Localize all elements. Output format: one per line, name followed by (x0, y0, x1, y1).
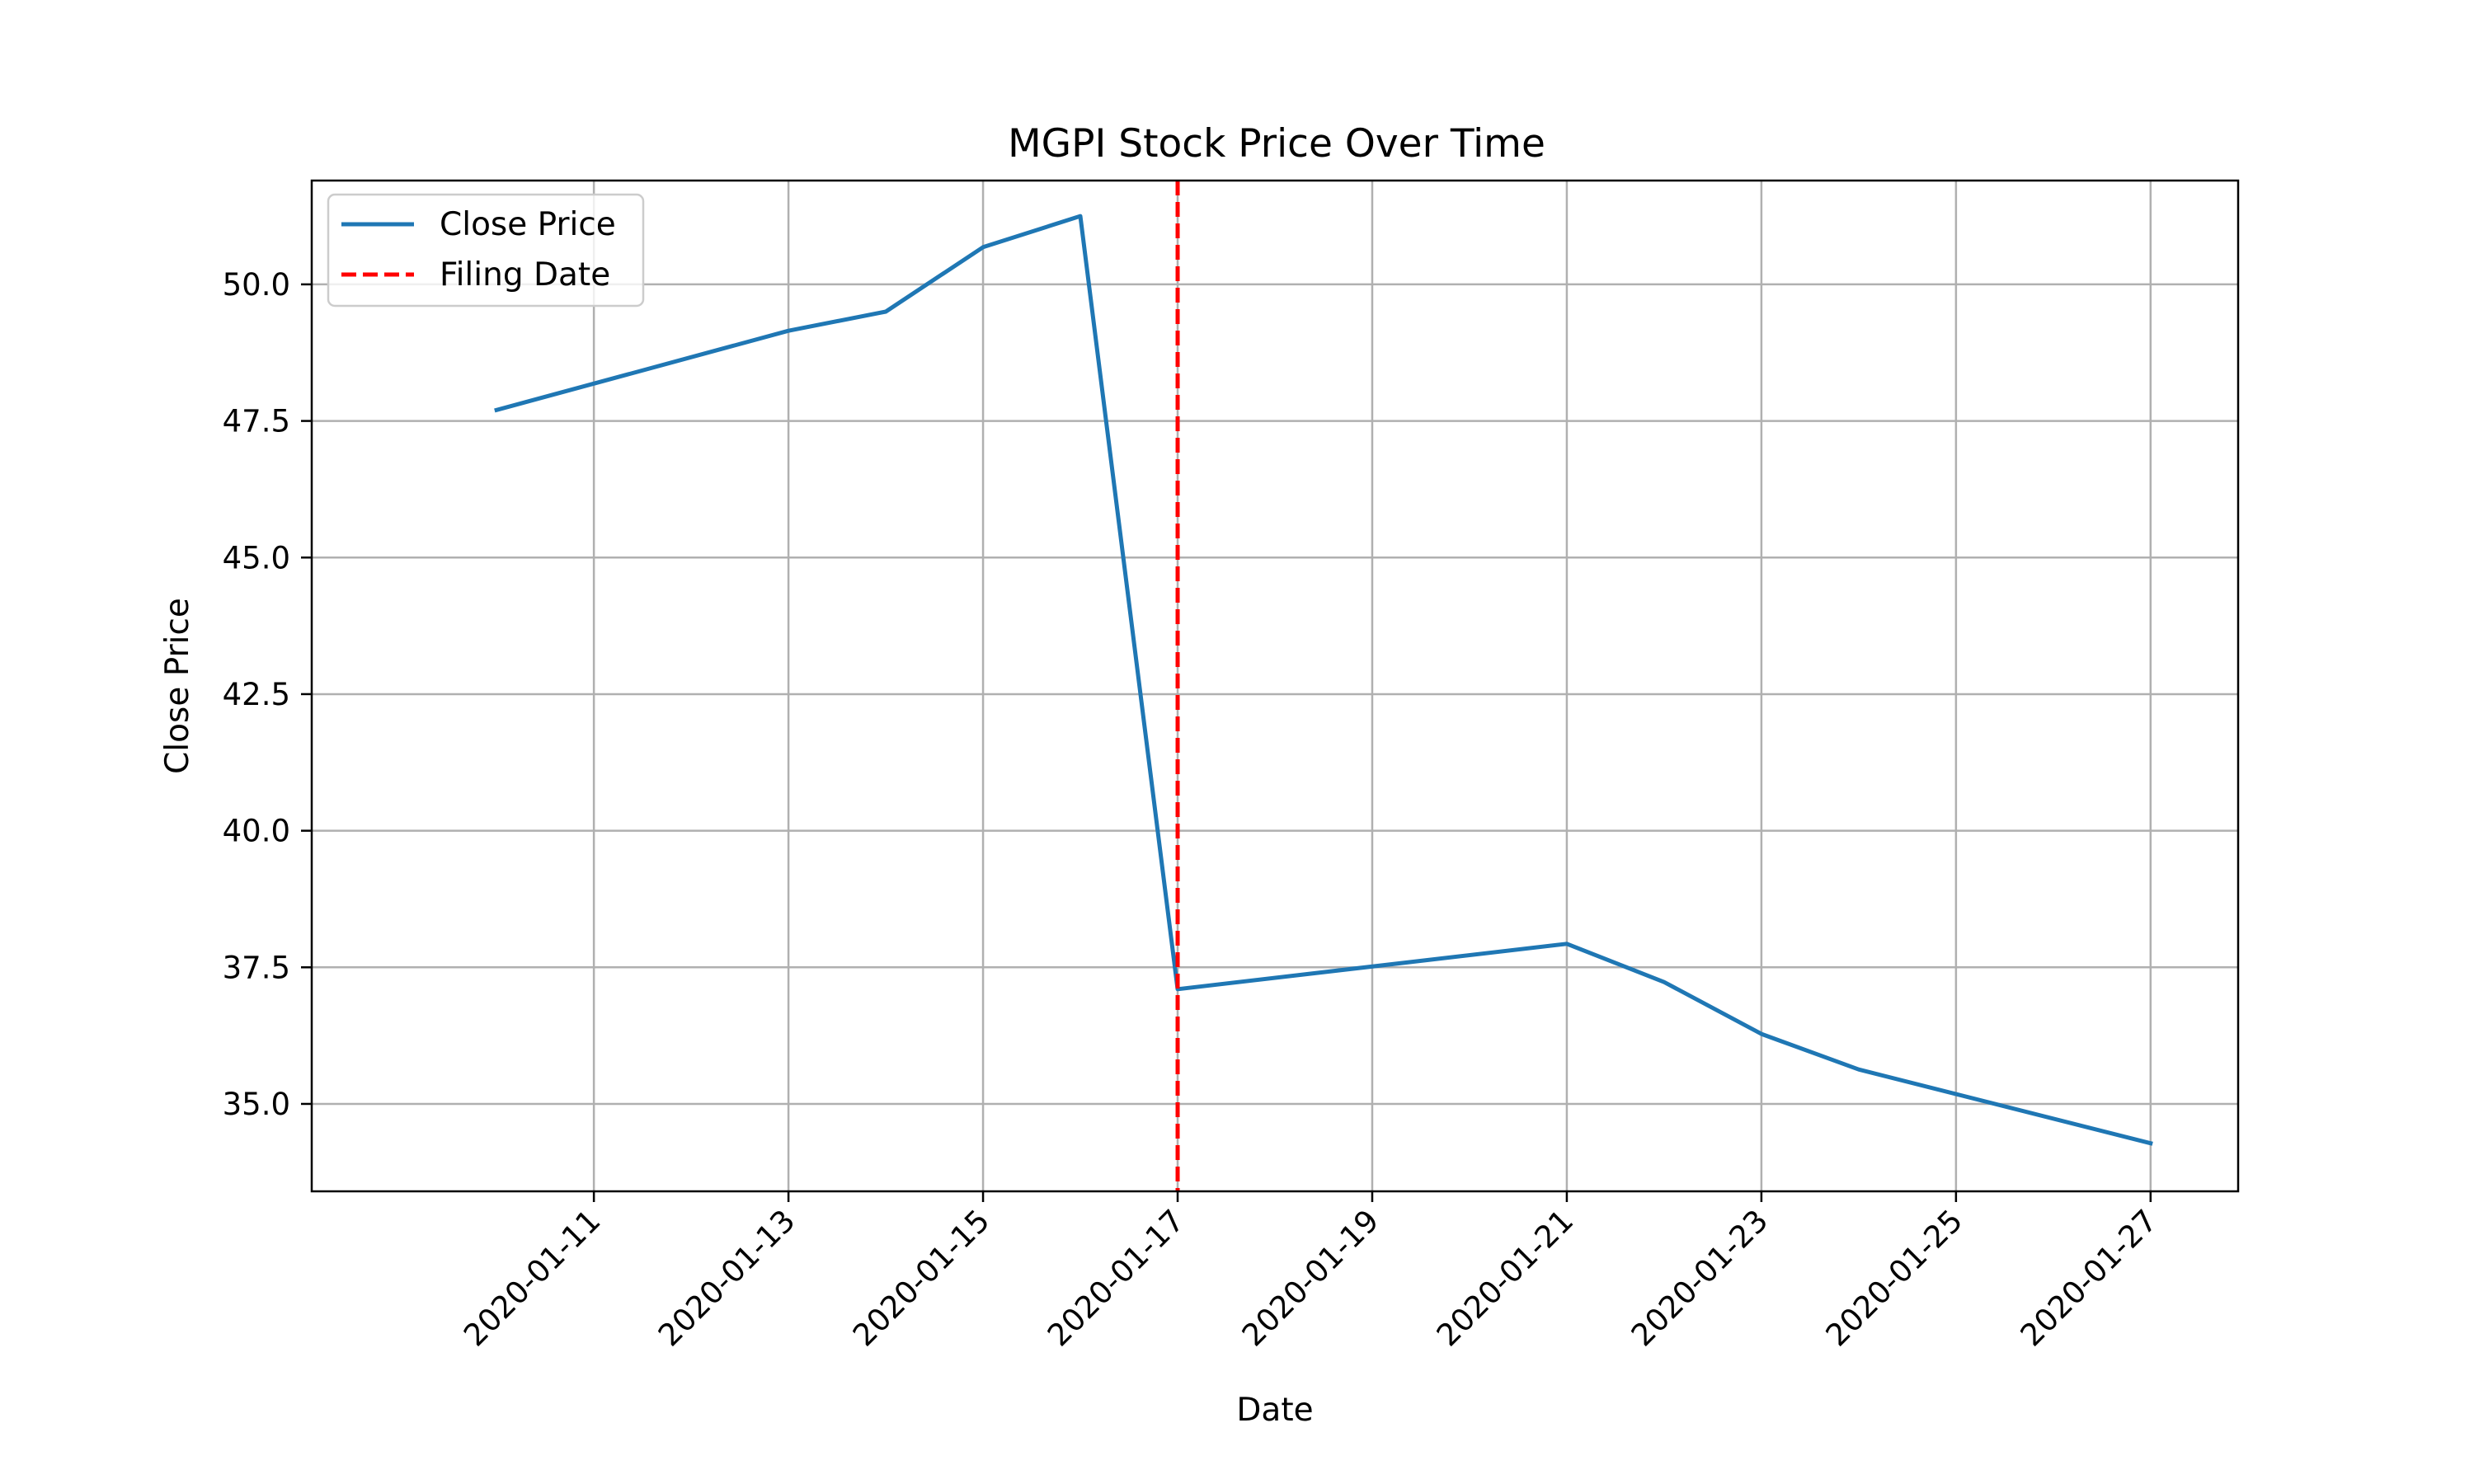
y-tick-label: 45.0 (223, 540, 290, 575)
series-line-close-price (494, 214, 2153, 1146)
grid (312, 181, 2238, 1191)
y-tick-label: 47.5 (223, 404, 290, 439)
y-axis: 35.0 37.5 40.0 42.5 45.0 47.5 50.0 (223, 267, 312, 1122)
x-axis-label: Date (1236, 1392, 1313, 1429)
legend-label-filing-date: Filing Date (440, 256, 610, 294)
y-tick-label: 37.5 (223, 950, 290, 985)
y-tick-label: 42.5 (223, 677, 290, 712)
y-tick-label: 40.0 (223, 814, 290, 849)
y-tick-label: 50.0 (223, 267, 290, 303)
legend-label-close-price: Close Price (440, 206, 616, 243)
plot-frame (310, 179, 2240, 1193)
chart-title: MGPI Stock Price Over Time (1008, 121, 1545, 167)
y-axis-label: Close Price (159, 598, 196, 774)
legend: Close Price Filing Date (327, 193, 645, 308)
series-layer (494, 181, 2153, 1191)
y-tick-label: 35.0 (223, 1087, 290, 1122)
